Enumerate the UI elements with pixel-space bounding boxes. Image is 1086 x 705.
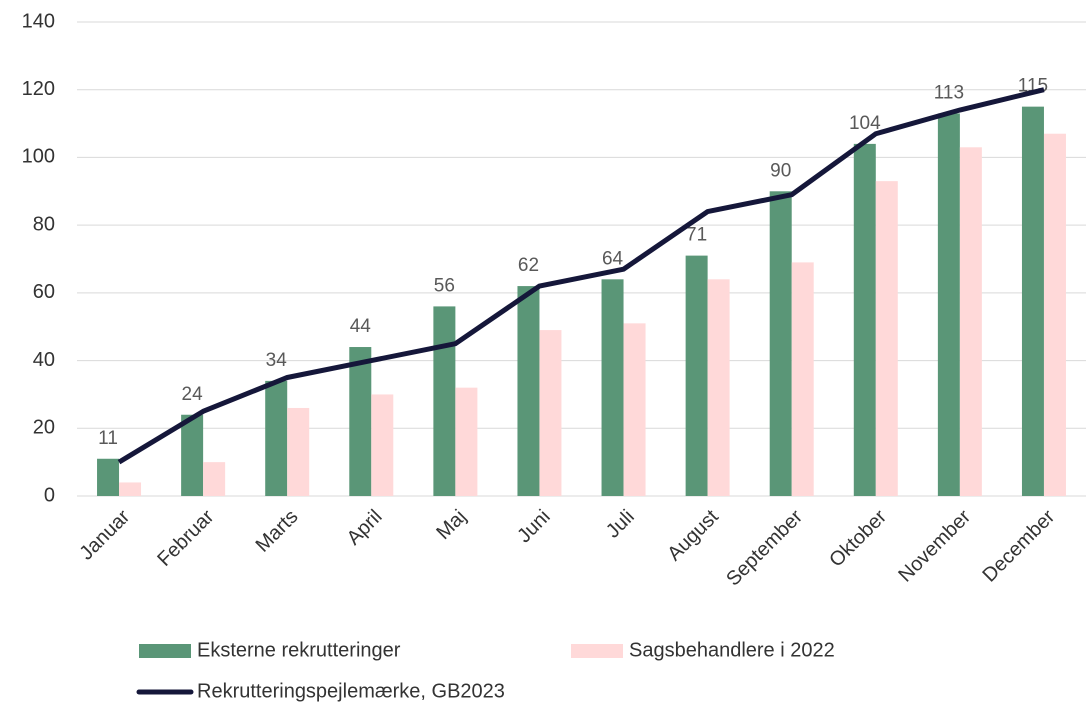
y-tick-label: 60 [33, 281, 55, 303]
data-label: 24 [182, 384, 204, 405]
bar [371, 394, 394, 496]
bar [265, 380, 288, 496]
data-label: 11 [98, 428, 118, 449]
bar [875, 181, 898, 496]
data-label: 90 [770, 160, 791, 181]
x-tick-label: September [722, 505, 807, 590]
y-tick-label: 80 [33, 213, 55, 235]
data-label: 113 [934, 82, 964, 103]
bar [937, 113, 960, 497]
legend-swatch [139, 644, 191, 658]
legend-label: Eksterne rekrutteringer [197, 639, 401, 661]
x-tick-label: November [894, 505, 975, 586]
y-tick-label: 100 [22, 146, 55, 168]
legend-swatch [571, 644, 623, 658]
data-label: 71 [686, 225, 707, 246]
bar [685, 255, 708, 496]
bar [119, 482, 142, 496]
x-tick-label: Oktober [825, 505, 891, 571]
bar [1021, 106, 1044, 497]
x-tick-label: Juni [513, 506, 555, 548]
bar [601, 279, 624, 496]
y-tick-label: 120 [22, 78, 55, 100]
y-tick-label: 40 [33, 349, 55, 371]
bar [287, 407, 310, 496]
data-label: 34 [266, 350, 288, 371]
y-tick-label: 20 [33, 417, 55, 439]
y-tick-label: 140 [22, 10, 55, 32]
bar [623, 323, 646, 496]
x-tick-label: Januar [76, 505, 135, 564]
x-tick-label: Juli [602, 506, 639, 543]
bar [853, 143, 876, 496]
y-tick-label: 0 [44, 484, 55, 506]
legend-label: Sagsbehandlere i 2022 [629, 639, 835, 661]
legend-label: Rekrutteringspejlemærke, GB2023 [197, 680, 505, 702]
data-label: 44 [350, 316, 372, 337]
x-tick-label: Februar [153, 505, 218, 570]
bar [181, 414, 204, 496]
bar [1043, 133, 1066, 496]
data-label: 62 [518, 255, 539, 276]
x-tick-label: December [978, 505, 1059, 586]
data-label: 56 [434, 275, 455, 296]
data-label: 64 [602, 248, 624, 269]
data-label: 104 [849, 113, 881, 134]
bar [791, 262, 814, 496]
bar [517, 286, 540, 496]
bar [539, 330, 562, 496]
bar [433, 306, 456, 496]
x-tick-label: April [343, 506, 387, 550]
bar [769, 191, 792, 497]
line [117, 87, 1045, 465]
bar [349, 347, 372, 496]
bar [97, 458, 120, 496]
bar [959, 147, 982, 496]
bar [455, 387, 478, 496]
x-tick-label: Marts [252, 506, 303, 557]
bar [707, 279, 730, 496]
x-tick-label: Maj [432, 506, 470, 544]
bar [203, 462, 226, 496]
x-tick-label: August [663, 505, 723, 565]
